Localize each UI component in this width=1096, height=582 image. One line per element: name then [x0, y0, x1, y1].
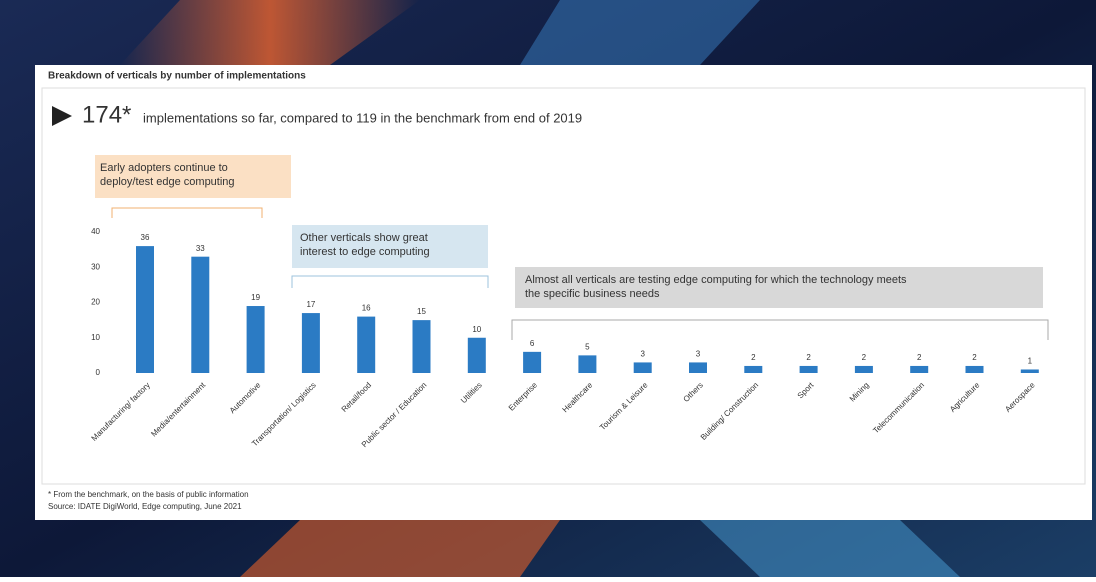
y-tick-label: 30	[91, 262, 100, 271]
data-label: 5	[585, 342, 590, 351]
y-tick-label: 20	[91, 298, 100, 307]
y-tick-label: 10	[91, 333, 100, 342]
bar	[910, 365, 929, 373]
background-streak	[520, 0, 760, 65]
annotation-box	[95, 155, 291, 198]
footnote: Source: IDATE DigiWorld, Edge computing,…	[48, 502, 242, 511]
annotation-box	[515, 267, 1043, 308]
annotation-bracket	[291, 275, 489, 288]
bar	[136, 246, 154, 373]
data-label: 36	[141, 233, 150, 242]
annotation: Early adopters continue to deploy/test ed…	[100, 162, 235, 188]
bar	[633, 362, 652, 373]
annotation-bracket	[111, 207, 263, 218]
bar	[689, 362, 707, 373]
data-label: 15	[417, 307, 426, 316]
bar	[1020, 369, 1039, 373]
data-label: 3	[640, 350, 645, 359]
bar	[799, 365, 818, 373]
bar	[467, 337, 486, 373]
annotation: Other verticals show great interest to ed…	[300, 232, 430, 258]
data-label: 2	[917, 353, 922, 362]
data-label: 2	[751, 353, 756, 362]
bar	[744, 365, 763, 373]
data-label: 1	[1028, 357, 1033, 366]
data-label: 17	[306, 300, 315, 309]
bar	[523, 351, 542, 373]
data-label: 16	[362, 304, 371, 313]
y-tick-label: 40	[91, 227, 100, 236]
data-label: 10	[472, 325, 481, 334]
headline-arrow	[52, 106, 72, 126]
data-label: 3	[696, 350, 701, 359]
bar	[412, 320, 431, 373]
data-label: 2	[862, 353, 867, 362]
bar	[301, 313, 320, 373]
data-label: 33	[196, 244, 205, 253]
card-frame	[41, 87, 1086, 485]
data-label: 6	[530, 339, 535, 348]
y-tick-label: 0	[96, 368, 101, 377]
bar	[357, 316, 376, 373]
annotation: Almost all verticals are testing edge co…	[525, 274, 907, 300]
data-label: 2	[806, 353, 811, 362]
bar	[246, 306, 265, 373]
footnote: * From the benchmark, on the basis of pu…	[48, 490, 249, 499]
headline-text: implementations so far, compared to 119 …	[143, 110, 582, 125]
data-label: 2	[972, 353, 977, 362]
bar	[191, 256, 210, 373]
annotation-bracket	[511, 319, 1049, 340]
data-label: 19	[251, 293, 260, 302]
bar	[965, 365, 984, 373]
bar	[578, 355, 597, 373]
background-streak	[120, 0, 420, 65]
annotation-box	[292, 225, 488, 268]
headline-number: 174*	[82, 101, 131, 128]
chart-title: Breakdown of verticals by number of impl…	[48, 71, 306, 82]
background-streak	[700, 520, 960, 577]
bar	[854, 365, 873, 373]
background-streak	[240, 520, 560, 577]
